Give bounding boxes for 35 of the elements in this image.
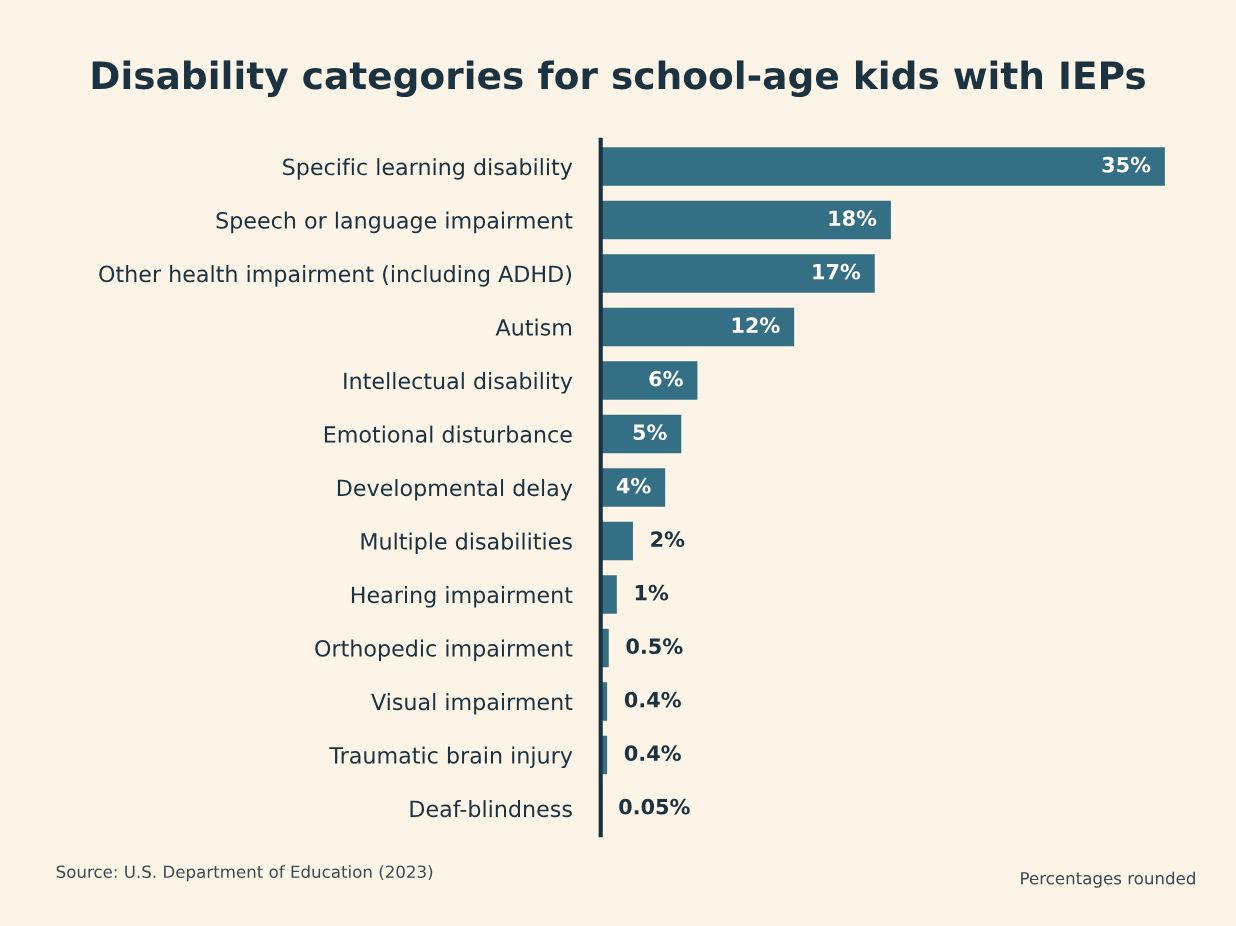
bar (600, 521, 633, 561)
data-label: 2% (651, 531, 685, 548)
bar (600, 361, 698, 400)
data-label: 0.4% (624, 745, 681, 762)
data-label: 18% (829, 210, 877, 227)
y-tick-label: Other health impairment (including ADHD) (99, 265, 572, 287)
bar (600, 254, 875, 293)
data-label: 6% (649, 370, 683, 387)
y-tick-label: Deaf-blindness (410, 800, 572, 818)
data-label: 5% (633, 424, 667, 441)
data-label: 0.05% (619, 798, 690, 815)
data-label: 12% (732, 317, 780, 334)
y-tick-label: Emotional disturbance (324, 425, 572, 443)
y-tick-label: Orthopedic impairment (315, 639, 573, 662)
y-tick-label: Visual impairment (371, 693, 573, 715)
y-tick-label: Developmental delay (337, 479, 573, 501)
text: Percentages rounded (1021, 871, 1195, 888)
source-note: Source: U.S. Department of Education (2023) (56, 865, 433, 882)
data-label: 0.5% (626, 638, 683, 655)
y-tick-label: Specific learning disability (283, 158, 573, 180)
y-tick-label: Hearing impairment (351, 586, 573, 608)
bar (600, 147, 1165, 186)
data-label: 17% (813, 263, 861, 280)
y-tick-label: Intellectual disability (344, 372, 573, 394)
data-label: 1% (635, 584, 669, 601)
chart-title: Disability categories for school-age kids with IEPs (92, 60, 1145, 97)
y-tick-label: Multiple disabilities (361, 532, 572, 555)
data-label: 0.4% (624, 691, 681, 708)
bar (600, 200, 891, 240)
y-tick-label: Speech or language impairment (216, 211, 573, 234)
y-tick-label: Traumatic brain injury (329, 746, 573, 769)
data-label: 4% (616, 477, 651, 494)
y-tick-label: Autism (495, 318, 572, 336)
data-label: 35% (1102, 156, 1151, 173)
bar (600, 307, 795, 347)
